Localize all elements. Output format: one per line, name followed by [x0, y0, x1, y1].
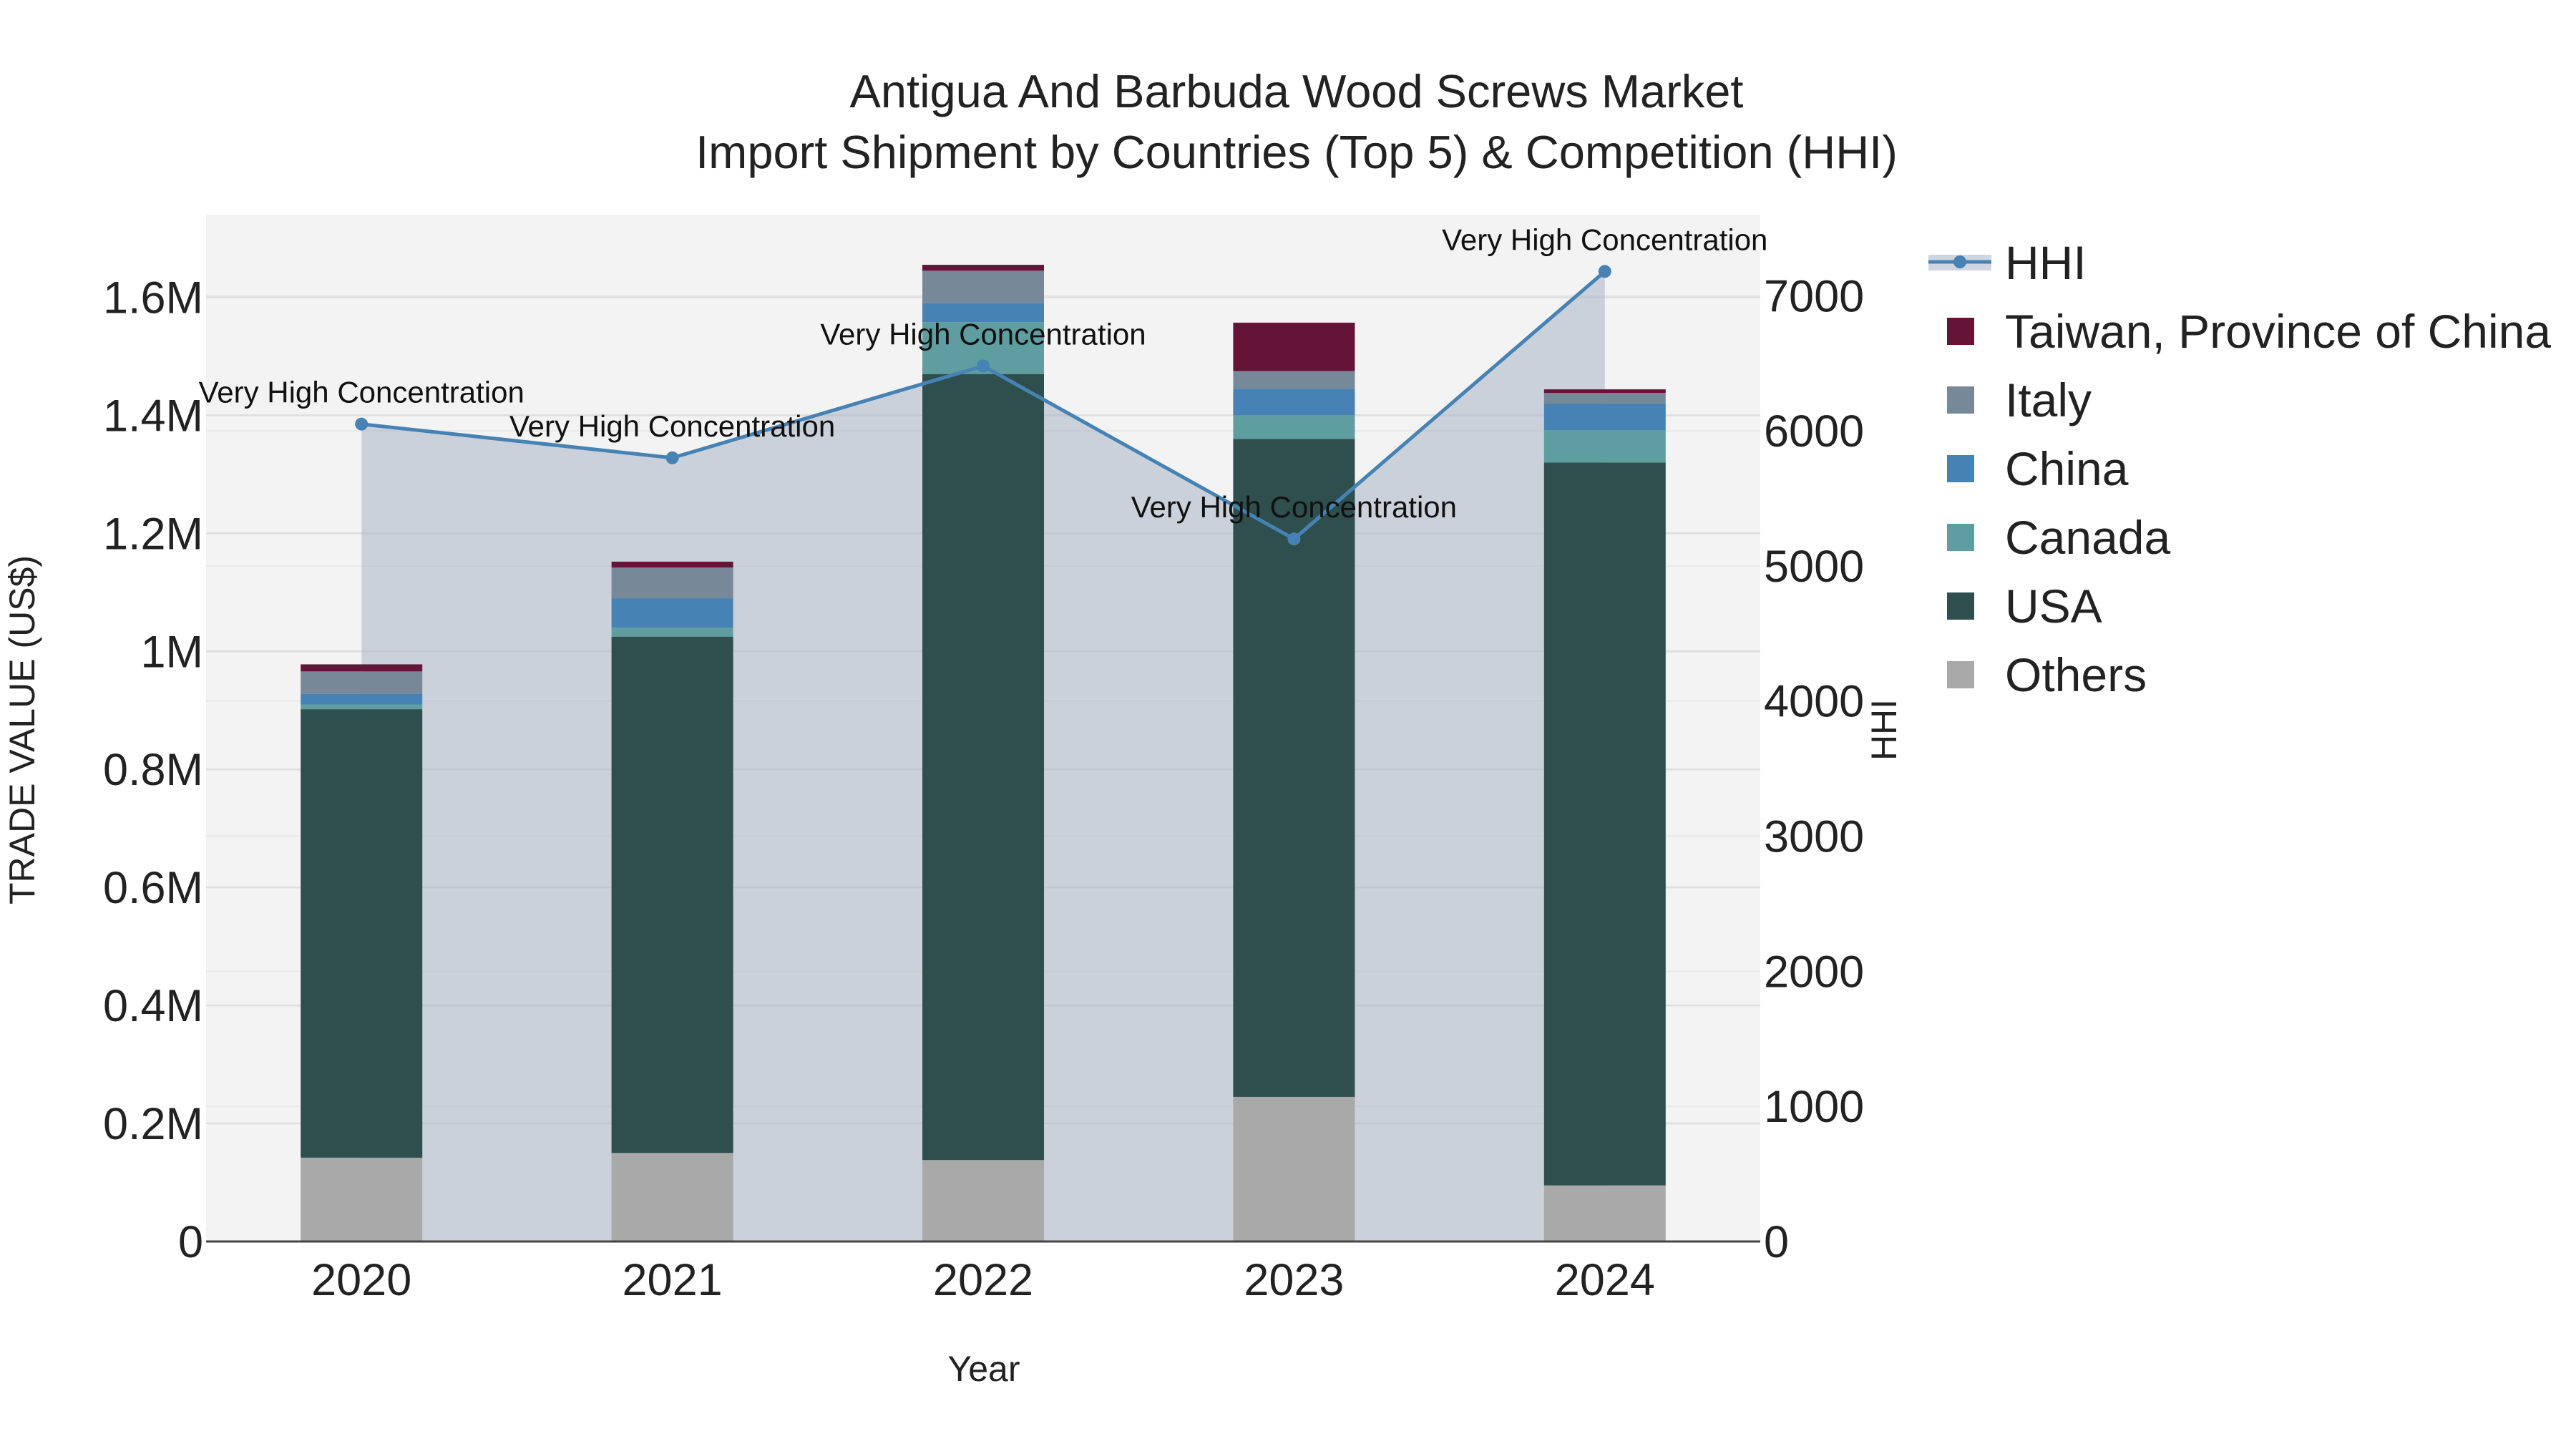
legend-label-taiwan-province-of-china: Taiwan, Province of China: [2005, 305, 2551, 358]
y-axis-title: TRADE VALUE (US$): [2, 555, 42, 904]
bar-china-2023: [1233, 389, 1355, 416]
hhi-point-2020: [355, 417, 369, 431]
x-tick-label: 2022: [933, 1255, 1033, 1305]
bar-italy-2023: [1233, 371, 1355, 389]
y-tick-label: 1.6M: [103, 273, 203, 323]
bar-china-2021: [611, 598, 733, 628]
bar-taiwan-province-of-china-2022: [922, 265, 1044, 271]
legend-label-canada: Canada: [2005, 511, 2170, 564]
x-axis-title: Year: [947, 1349, 1020, 1389]
hhi-point-2023: [1287, 532, 1301, 546]
legend-label-china: China: [2005, 442, 2129, 495]
y-tick-label: 0.4M: [103, 981, 203, 1031]
x-tick-label: 2020: [311, 1255, 411, 1305]
y2-axis-title: HHI: [1864, 699, 1904, 761]
bar-usa-2022: [922, 374, 1044, 1161]
bar-china-2022: [922, 303, 1044, 323]
hhi-annotation-2022: Very High Concentration: [820, 317, 1146, 351]
legend-swatch-china: [1947, 455, 1974, 482]
bar-italy-2022: [922, 270, 1044, 303]
bar-taiwan-province-of-china-2020: [301, 664, 423, 672]
y2-tick-label: 7000: [1764, 271, 1864, 321]
hhi-annotation-2020: Very High Concentration: [199, 376, 525, 409]
x-tick-label: 2024: [1555, 1255, 1655, 1305]
bar-usa-2021: [611, 636, 733, 1153]
bar-others-2021: [611, 1153, 733, 1241]
hhi-point-2022: [977, 359, 990, 373]
bar-canada-2024: [1543, 430, 1666, 463]
bar-usa-2023: [1233, 439, 1355, 1097]
y2-tick-label: 2000: [1764, 947, 1864, 997]
legend-swatch-usa: [1947, 592, 1974, 620]
bar-canada-2020: [301, 704, 423, 710]
legend-swatch-italy: [1947, 386, 1974, 414]
bar-usa-2020: [301, 709, 423, 1158]
bar-usa-2024: [1543, 462, 1666, 1186]
y-tick-label: 0: [178, 1217, 203, 1267]
bar-italy-2021: [611, 567, 733, 599]
bar-italy-2020: [301, 671, 423, 694]
y-tick-label: 1.4M: [103, 391, 203, 441]
y2-tick-label: 5000: [1764, 542, 1864, 592]
bar-others-2022: [922, 1160, 1044, 1241]
chart-title: Antigua And Barbuda Wood Screws Market: [850, 65, 1744, 117]
y2-tick-label: 1000: [1764, 1082, 1864, 1132]
y2-tick-label: 4000: [1764, 677, 1864, 727]
y2-tick-label: 3000: [1764, 812, 1864, 862]
legend-label-italy: Italy: [2005, 374, 2092, 426]
legend-label-usa: USA: [2005, 580, 2102, 633]
hhi-annotation-2023: Very High Concentration: [1131, 490, 1457, 524]
legend: HHI Taiwan, Province of China Italy China Ca…: [1928, 236, 2551, 701]
bar-italy-2024: [1543, 393, 1666, 404]
y-tick-label: 1.2M: [103, 509, 203, 559]
bar-others-2020: [301, 1157, 423, 1241]
bar-others-2024: [1543, 1185, 1666, 1241]
bar-taiwan-province-of-china-2021: [611, 561, 733, 568]
legend-marker-hhi: [1953, 255, 1966, 268]
y2-tick-label: 6000: [1764, 406, 1864, 457]
x-tick-label: 2021: [623, 1255, 723, 1305]
hhi-point-2024: [1598, 265, 1611, 278]
chart-subtitle: Import Shipment by Countries (Top 5) & C…: [696, 126, 1898, 178]
legend-swatch-others: [1947, 661, 1974, 688]
bar-canada-2023: [1233, 415, 1355, 439]
y-tick-label: 1M: [140, 627, 203, 677]
bar-china-2020: [301, 693, 423, 705]
bar-taiwan-province-of-china-2023: [1233, 322, 1355, 371]
y-tick-label: 0.2M: [103, 1099, 203, 1149]
legend-swatch-canada: [1947, 524, 1974, 551]
bar-others-2023: [1233, 1096, 1355, 1241]
x-tick-label: 2023: [1244, 1255, 1344, 1305]
y2-tick-label: 0: [1764, 1217, 1789, 1267]
y-tick-label: 0.8M: [103, 745, 203, 795]
hhi-annotation-2024: Very High Concentration: [1442, 223, 1767, 256]
hhi-point-2021: [665, 451, 679, 464]
bar-china-2024: [1543, 403, 1666, 431]
bar-taiwan-province-of-china-2024: [1543, 389, 1666, 394]
legend-swatch-taiwan-province-of-china: [1947, 318, 1974, 345]
legend-label-hhi: HHI: [2005, 236, 2087, 289]
bar-canada-2021: [611, 628, 733, 637]
legend-label-others: Others: [2005, 648, 2147, 701]
hhi-annotation-2021: Very High Concentration: [509, 409, 835, 443]
y-tick-label: 0.6M: [103, 863, 203, 913]
